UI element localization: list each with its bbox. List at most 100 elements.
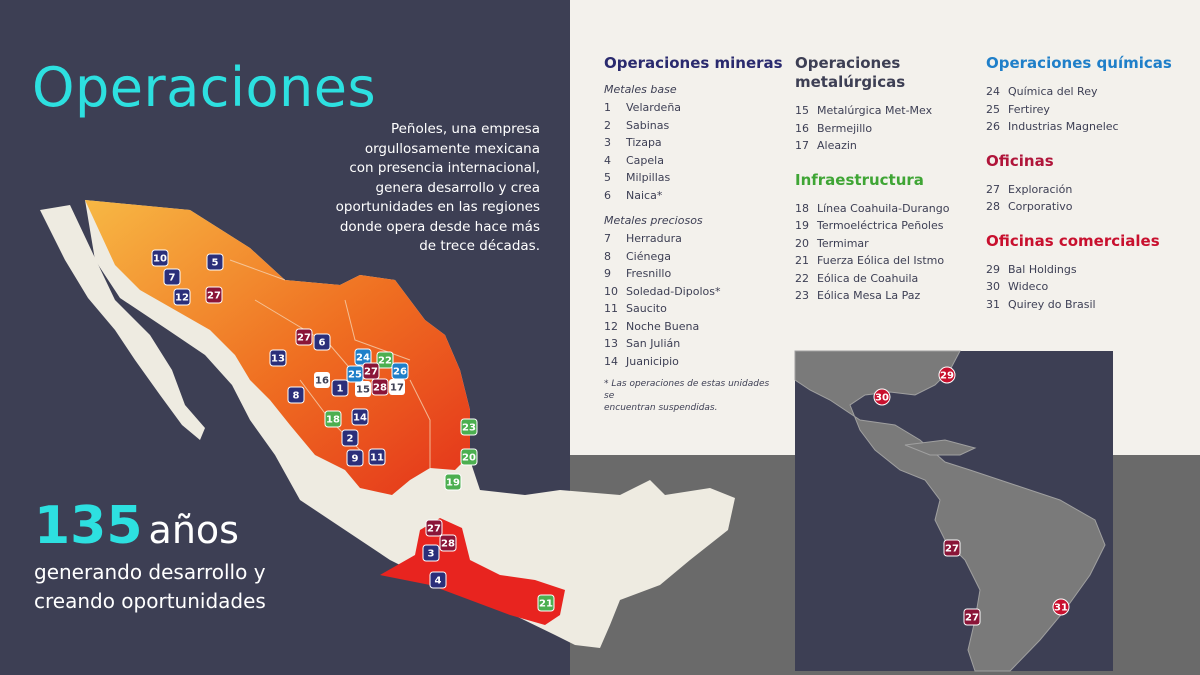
legend-item-name: Termoeléctrica Peñoles (817, 219, 944, 232)
legend-col-mineras: Operaciones mineras Metales base 1 Velard… (604, 54, 784, 414)
marker-label: 8 (293, 391, 300, 402)
legend-item-name: Juanicipio (626, 354, 679, 368)
legend-item-number: 1 (604, 101, 611, 114)
marker-badge (391, 362, 409, 380)
legend-item-name: Fresnillo (626, 267, 672, 280)
legend-item-number: 11 (604, 302, 618, 315)
years-number: 135 (34, 496, 143, 556)
location-marker: 7 (163, 268, 181, 286)
years-line: generando desarrollo y (34, 560, 266, 584)
legend-item-name: Milpillas (626, 171, 671, 184)
legend-item: 23 Eólica Mesa La Paz (795, 287, 975, 305)
legend-item: 16 Bermejillo (795, 120, 975, 138)
legend-item-number: 30 (986, 280, 1000, 293)
legend-item: 15 Metalúrgica Met-Mex (795, 102, 975, 120)
marker-label: 10 (153, 254, 167, 265)
heading-mineras: Operaciones mineras (604, 54, 783, 72)
legend-item: 6 Naica* (604, 187, 784, 205)
legend-item-name: Quirey do Brasil (1008, 297, 1096, 311)
marker-badge (346, 449, 364, 467)
marker-label: 23 (462, 423, 476, 434)
marker-label: 14 (353, 413, 367, 424)
marker-badge (355, 381, 371, 397)
note-line: encuentran suspendidas. (604, 403, 718, 413)
legend-item-number: 17 (795, 139, 809, 152)
marker-label: 29 (940, 371, 954, 382)
legend-item: 5 Milpillas (604, 169, 784, 187)
intro-line: donde opera desde hace más (339, 218, 540, 235)
suspension-note: * Las operaciones de estas unidades se e… (604, 378, 774, 414)
location-marker: 27 (963, 608, 981, 626)
marker-badge (151, 249, 169, 267)
location-marker: 20 (460, 448, 478, 466)
legend-item: 30 Wideco (986, 278, 1186, 296)
location-marker: 5 (206, 253, 224, 271)
legend-item-name: Fertirey (1008, 102, 1050, 116)
location-marker: 18 (324, 410, 342, 428)
legend-item-number: 5 (604, 171, 611, 184)
marker-label: 16 (315, 376, 329, 387)
heading-oficinas: Oficinas (986, 151, 1054, 170)
location-marker: 23 (460, 418, 478, 436)
legend-item-name: Sabinas (626, 118, 670, 132)
legend-item: 26 Industrias Magnelec (986, 118, 1186, 136)
location-marker: 28 (439, 534, 457, 552)
location-marker: 11 (368, 448, 386, 466)
intro-line: de trece décadas. (419, 238, 540, 254)
world-map-inset (794, 350, 1113, 672)
location-marker: 14 (351, 408, 369, 426)
legend-item-number: 28 (986, 200, 1000, 213)
legend-item-name: Exploración (1008, 182, 1073, 196)
legend-item-number: 23 (795, 289, 809, 302)
marker-label: 24 (356, 353, 370, 364)
marker-badge (444, 473, 462, 491)
marker-badge (537, 594, 555, 612)
legend-item-number: 9 (604, 267, 611, 280)
list-oficinas: 27 Exploración 28 Corporativo (986, 181, 1186, 216)
marker-badge (371, 378, 389, 396)
legend-item-number: 10 (604, 284, 618, 298)
marker-label: 18 (326, 415, 340, 426)
marker-label: 22 (378, 356, 392, 367)
marker-badge (173, 288, 191, 306)
intro-line: oportunidades en las regiones (335, 199, 540, 215)
marker-badge (163, 268, 181, 286)
marker-label: 20 (462, 453, 476, 464)
legend-item: 14 Juanicipio (604, 353, 784, 371)
location-marker: 26 (391, 362, 409, 380)
legend-item-name: Industrias Magnelec (1008, 120, 1119, 133)
legend-item-name: Química del Rey (1008, 85, 1098, 98)
legend-item: 24 Química del Rey (986, 83, 1186, 101)
legend-item-number: 6 (604, 188, 611, 202)
heading-line: metalúrgicas (795, 73, 906, 91)
marker-label: 9 (352, 454, 359, 465)
location-marker: 22 (376, 351, 394, 369)
legend-item-number: 31 (986, 297, 1000, 311)
sub-metales-preciosos: Metales preciosos (604, 214, 703, 227)
legend-item: 7 Herradura (604, 230, 784, 248)
heading-line: Operaciones (795, 54, 901, 72)
heading-comerciales: Oficinas comerciales (986, 231, 1160, 250)
list-preciosos: 7 Herradura 8 Ciénega 9 Fresnillo 10 Soledad-Di… (604, 230, 784, 370)
legend-item-number: 24 (986, 85, 1000, 98)
legend-item: 4 Capela (604, 152, 784, 170)
legend-item: 25 Fertirey (986, 101, 1186, 119)
marker-label: 5 (212, 258, 219, 269)
legend-item: 17 Aleazin (795, 137, 975, 155)
legend-item-name: Soledad-Dipolos* (626, 284, 721, 298)
marker-label: 27 (207, 291, 221, 302)
location-marker: 31 (1052, 598, 1070, 616)
legend-item-number: 13 (604, 337, 618, 350)
marker-label: 3 (428, 549, 435, 560)
marker-label: 31 (1054, 603, 1068, 614)
marker-badge (287, 386, 305, 404)
location-marker: 28 (371, 378, 389, 396)
legend-item: 27 Exploración (986, 181, 1186, 199)
legend-item-name: Velardeña (626, 101, 682, 114)
legend-item-number: 8 (604, 249, 611, 263)
legend-item: 9 Fresnillo (604, 265, 784, 283)
legend-item: 1 Velardeña (604, 99, 784, 117)
marker-label: 13 (271, 354, 285, 365)
legend-item: 22 Eólica de Coahuila (795, 270, 975, 288)
